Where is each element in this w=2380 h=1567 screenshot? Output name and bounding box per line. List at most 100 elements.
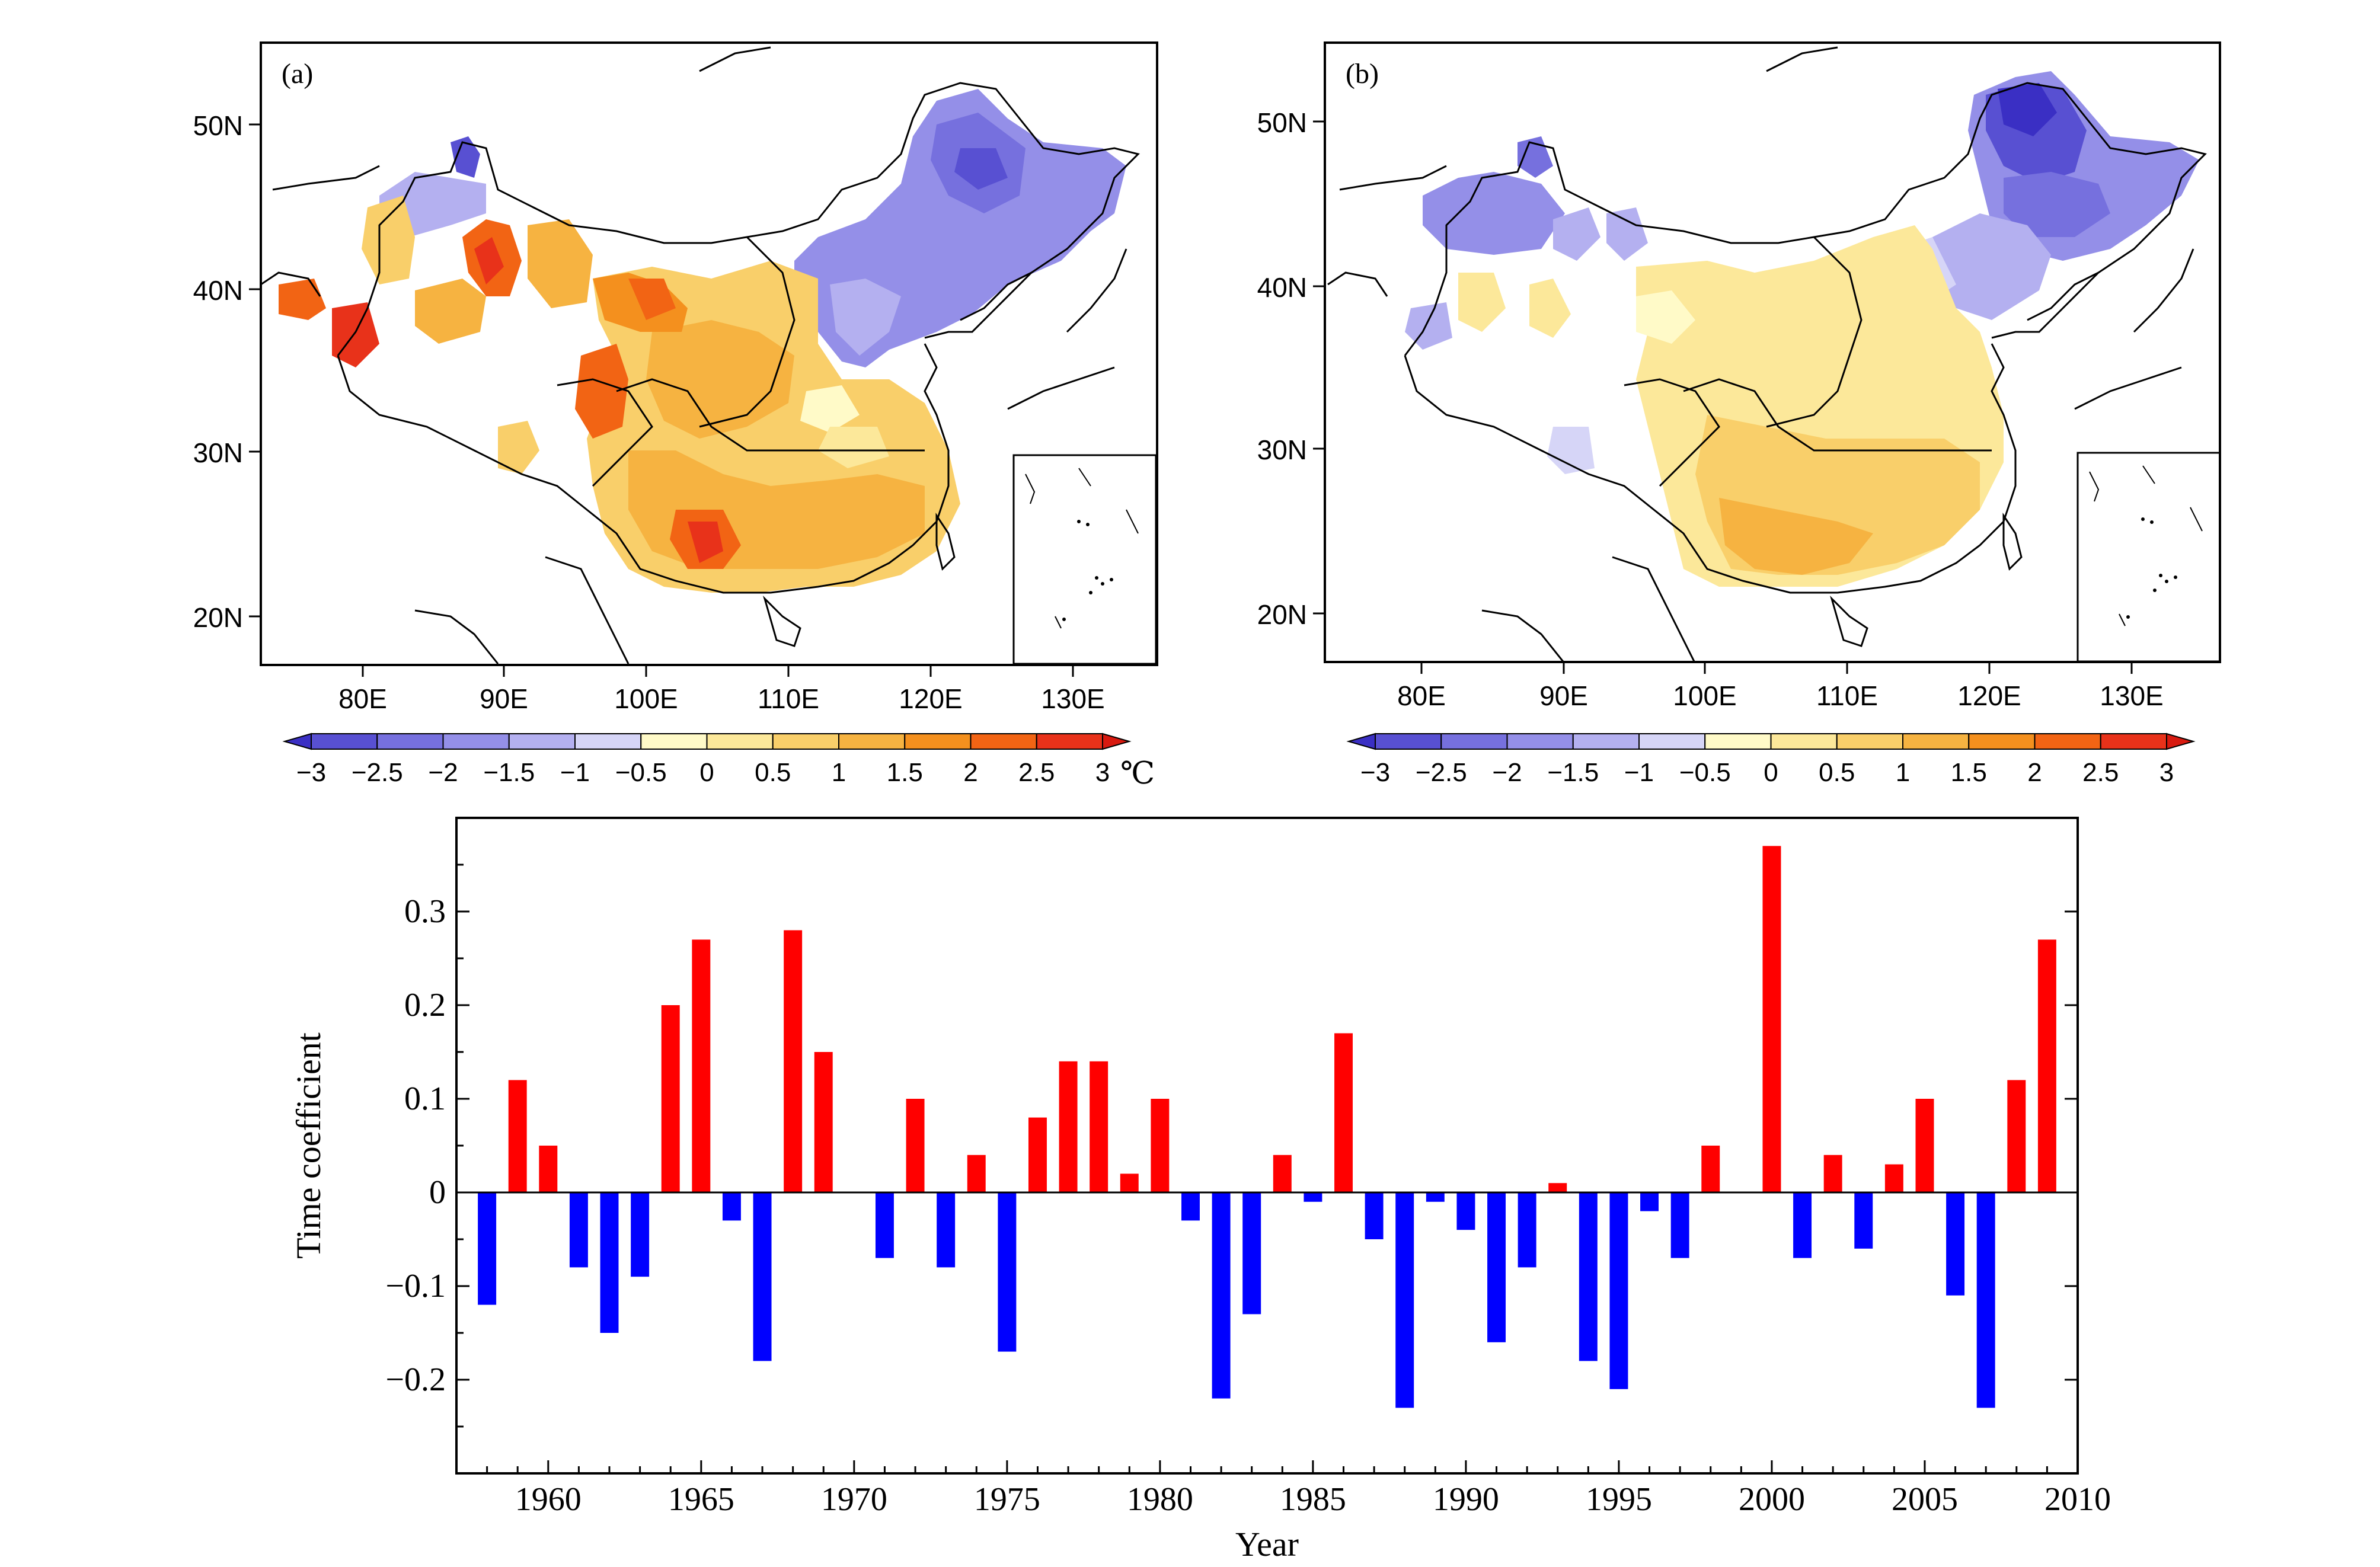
colorbar-unit: ℃ [1120,757,1155,791]
bar-1963 [631,1192,650,1277]
bar-1975 [998,1192,1017,1352]
bar-1994 [1579,1192,1598,1361]
colorbar-end-high [2166,733,2196,750]
map-b-lon-ticks: 80E 90E 100E 110E 120E 130E [1397,662,2164,711]
lon-label-120e-b: 120E [1957,680,2021,711]
colorbar-swatch [442,733,510,750]
bar-1985 [1304,1192,1322,1202]
colorbar-swatch [1440,733,1508,750]
colorbar-tick-label: −2 [428,758,458,787]
bar-1992 [1518,1192,1536,1268]
map-b-shading [1327,46,2207,662]
colorbar-tick-label: 1 [1896,758,1910,787]
colorbar-swatch [508,733,576,750]
x-tick-label: 2000 [1739,1481,1805,1518]
lat-label-20n-b: 20N [1257,599,1307,630]
colorbar-end-high [1102,733,1132,750]
lat-label-50n: 50N [193,110,243,141]
x-tick-label: 1995 [1586,1481,1652,1518]
x-tick-label: 2010 [2044,1481,2111,1518]
bar-1995 [1609,1192,1628,1389]
bar-1984 [1273,1155,1292,1192]
bar-1965 [692,939,711,1192]
x-tick-label: 2005 [1892,1481,1958,1518]
bar-2003 [1854,1192,1873,1249]
colorbar-tick-label: −2 [1492,758,1522,787]
bar-1989 [1426,1192,1445,1202]
y-tick-label: −0.2 [385,1361,446,1398]
lat-label-20n: 20N [193,602,243,633]
colorbar-tick-label: −0.5 [615,758,667,787]
y-tick-label: −0.1 [385,1268,446,1304]
map-a-inset-lines [1025,468,1139,629]
bar-1964 [661,1005,680,1192]
colorbar-tick-label: 1 [832,758,846,787]
bar-1969 [814,1052,833,1192]
lat-label-40n-b: 40N [1257,272,1307,303]
map-a-lon-ticks: 80E 90E 100E 110E 120E 130E [338,665,1105,714]
lat-label-40n: 40N [193,275,243,306]
colorbar-end-low [282,733,312,750]
bar-1958 [478,1192,497,1305]
colorbar-swatch [1968,733,2036,750]
lon-label-110e-b: 110E [1816,680,1878,711]
bar-1993 [1548,1183,1567,1192]
colorbar-tick-label: 0.5 [755,758,791,787]
colorbar-swatch [1375,733,1442,750]
y-tick-label: 0.3 [404,893,446,930]
colorbar-tick-label: 2 [2027,758,2042,787]
lon-label-110e: 110E [758,683,819,714]
bar-1981 [1181,1192,1200,1221]
colorbar-tick-label: 0 [1764,758,1778,787]
lon-label-130e-b: 130E [2100,680,2163,711]
colorbar-tick-label: 1.5 [887,758,923,787]
colorbar-swatch [772,733,839,750]
colorbar-swatch [1506,733,1574,750]
colorbar-swatch [1572,733,1640,750]
colorbar-tick-label: −3 [296,758,326,787]
bar-2008 [2007,1080,2026,1192]
bar-1971 [875,1192,894,1258]
colorbar-swatch [1704,733,1772,750]
colorbar-swatch [574,733,642,750]
lon-label-90e-b: 90E [1539,680,1588,711]
colorbar-a: −3 −2.5 −2 −1.5 −1 −0.5 0 0.5 1 1.5 2 2.5 3 ℃ [282,733,1155,791]
map-a-lat-ticks: 20N 30N 40N 50N [193,110,261,633]
bar-2002 [1823,1155,1842,1192]
panel-label-a: (a) [282,58,313,89]
map-b-inset [2076,452,2221,663]
bar-1986 [1334,1033,1353,1192]
bar-1962 [600,1192,619,1333]
colorbar-swatch [1836,733,1903,750]
lon-label-120e: 120E [899,683,962,714]
lon-label-130e: 130E [1041,683,1104,714]
colorbar-tick-label: −0.5 [1679,758,1731,787]
bar-1987 [1365,1192,1384,1239]
colorbar-tick-label: 1.5 [1951,758,1987,787]
map-panel-b: (b) 20N 30N 40N 50N 80E 90E 100E 110E 12… [1257,41,2221,787]
bar-1973 [937,1192,956,1268]
colorbar-swatch [1036,733,1103,750]
colorbar-swatch [2100,733,2167,750]
bar-2000 [1762,846,1781,1192]
bar-2006 [1946,1192,1965,1296]
colorbar-tick-label: −2.5 [1416,758,1467,787]
bar-1968 [784,930,803,1192]
y-tick-label: 0.2 [404,987,446,1024]
colorbar-swatch [706,733,774,750]
map-panel-a: (a) 20N 30N 40N 50N 80E 90E 100E 110E 12… [193,41,1158,791]
x-tick-label: 1970 [821,1481,887,1518]
map-a-boundaries [261,46,1140,664]
bar-1988 [1395,1192,1414,1408]
x-tick-label: 1965 [668,1481,734,1518]
lat-label-30n-b: 30N [1257,434,1307,465]
y-axis-ticks: −0.2 −0.1 0 0.1 0.2 0.3 [385,864,2078,1428]
lon-label-80e: 80E [338,683,387,714]
colorbar-tick-label: 3 [2159,758,2174,787]
lat-label-50n-b: 50N [1257,107,1307,138]
y-tick-label: 0 [429,1174,446,1211]
map-b-inset-islands [2126,517,2177,619]
colorbar-swatch [904,733,972,750]
colorbar-tick-label: 0.5 [1819,758,1855,787]
colorbar-swatch [970,733,1037,750]
